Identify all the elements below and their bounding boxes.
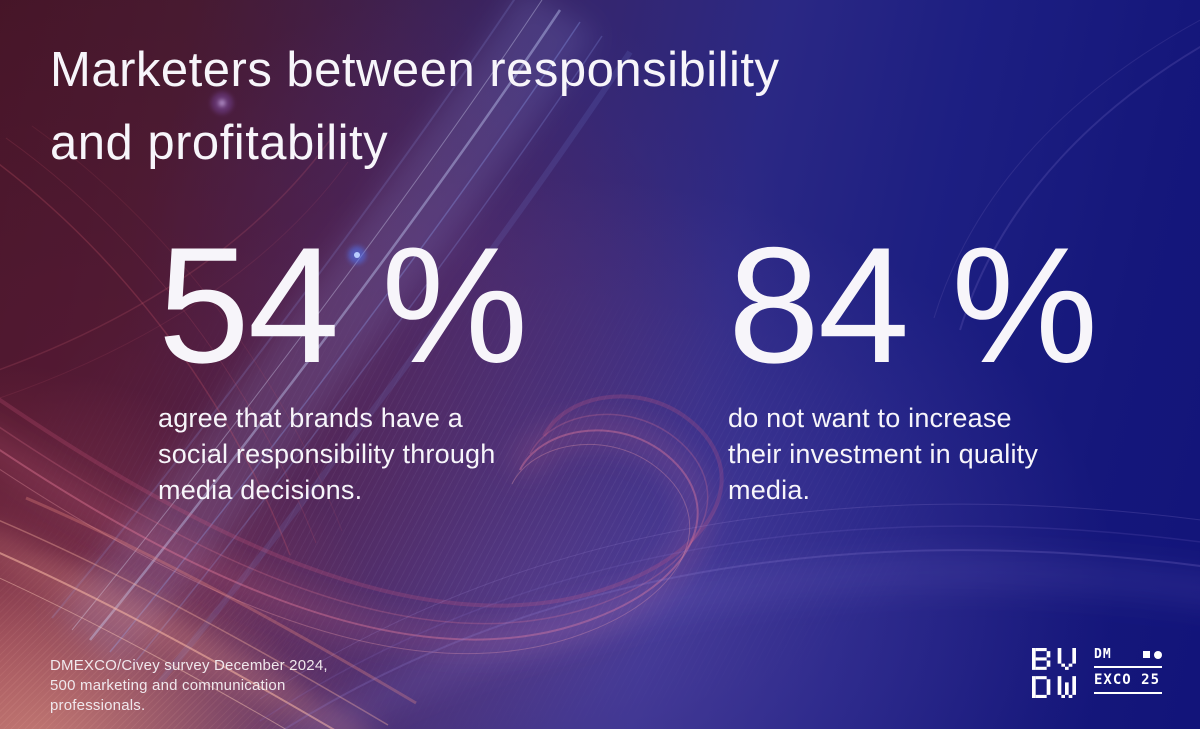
dmexco-exco-text: EXCO 25 — [1094, 668, 1162, 694]
stat-description-left: agree that brands have a social responsi… — [158, 403, 496, 505]
bvdw-logo — [1032, 648, 1076, 698]
dmexco-shapes — [1143, 650, 1162, 659]
dmexco-dm-text: DM — [1094, 647, 1112, 662]
stat-block-right: 84 % — [728, 213, 1098, 397]
stat-value-84: 84 % — [728, 213, 1098, 397]
circle-icon — [1154, 650, 1162, 659]
stat-block-left: 54 % — [158, 213, 528, 397]
dmexco-logo: DM EXCO 25 — [1094, 648, 1162, 694]
source-note: DMEXCO/Civey survey December 2024, 500 m… — [50, 657, 328, 714]
slide-title: Marketers between responsibility and pro… — [50, 43, 780, 170]
square-icon — [1143, 651, 1150, 658]
stat-value-54: 54 % — [158, 213, 528, 397]
footer-logos: DM EXCO 25 — [1032, 648, 1162, 698]
stat-description-right: do not want to increase their investment… — [728, 403, 1039, 505]
